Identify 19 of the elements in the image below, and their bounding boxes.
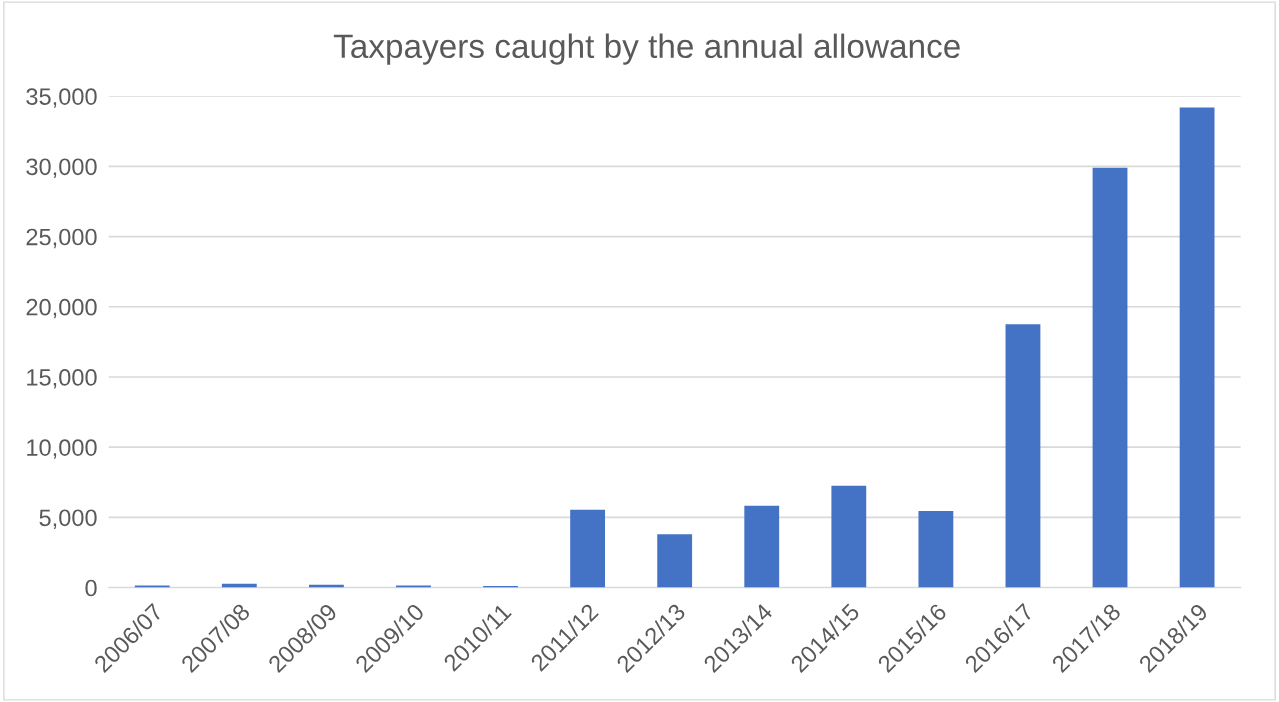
bar bbox=[396, 585, 431, 588]
y-tick-label: 20,000 bbox=[26, 298, 97, 319]
chart-title: Taxpayers caught by the annual allowance bbox=[333, 33, 960, 65]
bar bbox=[744, 505, 780, 588]
y-tick-label: 15,000 bbox=[27, 369, 97, 389]
y-tick-label: 10,000 bbox=[27, 439, 97, 459]
bar bbox=[831, 485, 867, 588]
bar bbox=[918, 510, 954, 588]
y-tick-label: 30,000 bbox=[26, 158, 97, 178]
y-tick-label: 5,000 bbox=[39, 509, 97, 529]
bar bbox=[657, 534, 693, 588]
bar bbox=[1005, 324, 1041, 588]
bar bbox=[134, 585, 170, 588]
bar bbox=[570, 509, 606, 588]
y-tick-label: 35,000 bbox=[26, 88, 97, 108]
bar bbox=[1092, 167, 1128, 588]
y-tick-label: 25,000 bbox=[26, 228, 97, 249]
y-tick-label: 0 bbox=[85, 579, 97, 597]
bar bbox=[1179, 107, 1215, 588]
